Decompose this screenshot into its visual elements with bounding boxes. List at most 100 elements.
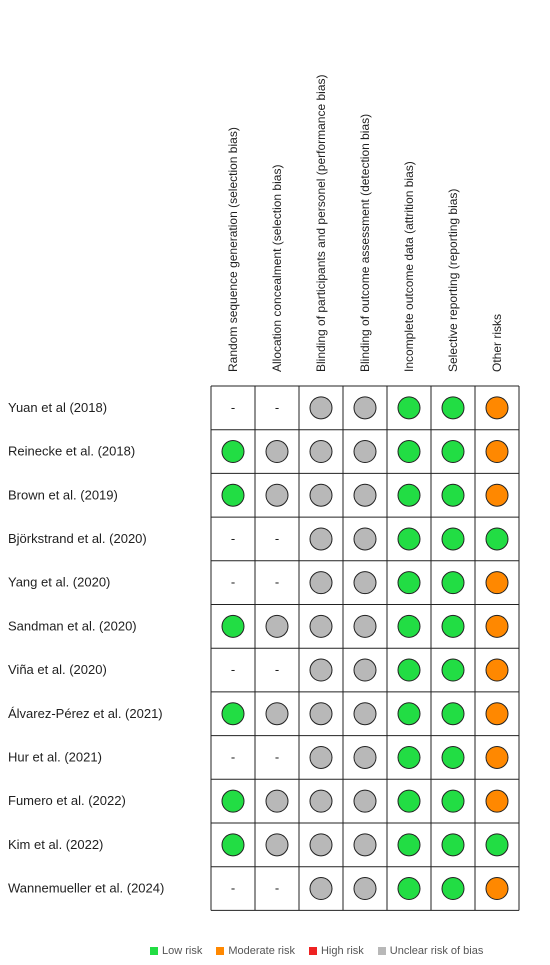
legend-item-moderate: Moderate risk	[216, 945, 295, 957]
rating-moderate-circle	[485, 877, 509, 901]
study-label: Sandman et al. (2020)	[8, 618, 137, 633]
rating-unclear-circle	[309, 571, 333, 595]
study-label: Álvarez-Pérez et al. (2021)	[8, 706, 163, 721]
domain-header: Selective reporting (reporting bias)	[446, 189, 460, 372]
no-rating-mark: -	[275, 662, 279, 677]
study-label: Wannemueller et al. (2024)	[8, 881, 164, 896]
rating-moderate-circle	[485, 571, 509, 595]
rating-low-circle	[397, 483, 421, 507]
rating-low-circle	[397, 702, 421, 726]
legend-swatch-moderate	[216, 947, 225, 955]
rating-moderate-circle	[485, 614, 509, 638]
study-label: Hur et al. (2021)	[8, 749, 102, 764]
domain-header: Random sequence generation (selection bi…	[226, 127, 240, 372]
study-label: Yang et al. (2020)	[8, 575, 110, 590]
rating-low-circle	[485, 833, 509, 857]
rating-low-circle	[221, 440, 245, 464]
rating-grid: - - - - - - - - - - - -	[210, 385, 520, 911]
study-label: Brown et al. (2019)	[8, 487, 118, 502]
legend-item-low: Low risk	[150, 945, 202, 957]
no-rating-mark: -	[231, 749, 235, 764]
legend-label: Unclear risk of bias	[389, 945, 484, 957]
rating-unclear-circle	[265, 483, 289, 507]
rating-low-circle	[397, 833, 421, 857]
no-rating-mark: -	[231, 575, 235, 590]
rating-low-circle	[221, 483, 245, 507]
rating-moderate-circle	[485, 702, 509, 726]
rating-unclear-circle	[309, 833, 333, 857]
rating-unclear-circle	[353, 789, 377, 813]
rating-moderate-circle	[485, 440, 509, 464]
no-rating-mark: -	[275, 749, 279, 764]
legend-swatch-unclear	[377, 947, 386, 955]
rating-low-circle	[397, 527, 421, 551]
rating-unclear-circle	[309, 702, 333, 726]
study-label: Yuan et al (2018)	[8, 400, 107, 415]
rating-low-circle	[441, 396, 465, 420]
study-labels: Yuan et al (2018) Reinecke et al. (2018) B…	[8, 400, 164, 896]
rating-unclear-circle	[353, 702, 377, 726]
rating-unclear-circle	[309, 396, 333, 420]
study-label: Fumero et al. (2022)	[8, 793, 126, 808]
rating-unclear-circle	[309, 483, 333, 507]
no-rating-mark: -	[275, 881, 279, 896]
study-label: Björkstrand et al. (2020)	[8, 531, 147, 546]
rating-unclear-circle	[309, 745, 333, 769]
rating-low-circle	[441, 745, 465, 769]
study-label: Reinecke et al. (2018)	[8, 444, 135, 459]
legend-item-high: High risk	[308, 945, 364, 957]
rating-unclear-circle	[265, 440, 289, 464]
rating-low-circle	[397, 396, 421, 420]
rating-low-circle	[441, 658, 465, 682]
rating-low-circle	[441, 833, 465, 857]
rating-unclear-circle	[265, 833, 289, 857]
rating-unclear-circle	[309, 658, 333, 682]
risk-of-bias-table: Random sequence generation (selection bi…	[8, 74, 520, 911]
rating-low-circle	[441, 571, 465, 595]
rating-low-circle	[397, 571, 421, 595]
domain-header: Incomplete outcome data (attrition bias)	[402, 161, 416, 372]
rating-low-circle	[221, 833, 245, 857]
rating-unclear-circle	[353, 483, 377, 507]
domain-headers: Random sequence generation (selection bi…	[226, 74, 504, 372]
study-label: Viña et al. (2020)	[8, 662, 107, 677]
legend: Low risk Moderate risk High risk Unclear ri…	[150, 943, 497, 959]
rating-low-circle	[221, 702, 245, 726]
no-rating-mark: -	[231, 881, 235, 896]
legend-swatch-high	[308, 947, 317, 955]
rating-unclear-circle	[353, 571, 377, 595]
rating-low-circle	[397, 789, 421, 813]
rating-moderate-circle	[485, 745, 509, 769]
rating-low-circle	[441, 483, 465, 507]
study-label: Kim et al. (2022)	[8, 837, 103, 852]
rating-low-circle	[221, 614, 245, 638]
domain-header: Allocation concealment (selection bias)	[270, 165, 284, 372]
rating-unclear-circle	[353, 527, 377, 551]
rating-low-circle	[441, 702, 465, 726]
no-rating-mark: -	[275, 575, 279, 590]
rating-moderate-circle	[485, 789, 509, 813]
rating-low-circle	[397, 877, 421, 901]
rating-unclear-circle	[265, 789, 289, 813]
rating-low-circle	[397, 440, 421, 464]
rating-unclear-circle	[353, 440, 377, 464]
rating-unclear-circle	[309, 614, 333, 638]
no-rating-mark: -	[231, 400, 235, 415]
rating-low-circle	[397, 658, 421, 682]
rating-unclear-circle	[353, 396, 377, 420]
domain-header: Blinding of outcome assessment (detectio…	[358, 114, 372, 372]
rating-moderate-circle	[485, 396, 509, 420]
rating-low-circle	[441, 877, 465, 901]
rating-low-circle	[441, 440, 465, 464]
rating-low-circle	[397, 745, 421, 769]
rating-low-circle	[485, 527, 509, 551]
legend-label: High risk	[320, 945, 364, 957]
domain-header: Blinding of participants and personel (p…	[314, 74, 328, 372]
rating-unclear-circle	[353, 745, 377, 769]
rating-low-circle	[397, 614, 421, 638]
legend-swatch-low	[150, 947, 158, 955]
rating-unclear-circle	[309, 440, 333, 464]
legend-label: Low risk	[162, 945, 203, 957]
rating-low-circle	[221, 789, 245, 813]
rating-low-circle	[441, 527, 465, 551]
